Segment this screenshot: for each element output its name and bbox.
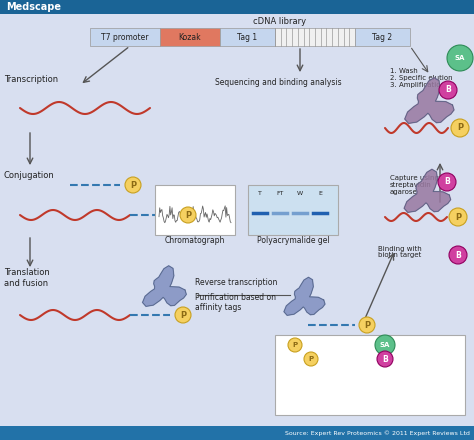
Text: Reverse transcription: Reverse transcription bbox=[195, 278, 277, 287]
Text: SA: SA bbox=[455, 55, 465, 61]
Circle shape bbox=[288, 338, 302, 352]
Text: Binding with
biotin target: Binding with biotin target bbox=[378, 246, 422, 258]
Circle shape bbox=[359, 317, 375, 333]
Circle shape bbox=[449, 208, 467, 226]
Bar bbox=[275, 335, 465, 415]
Text: Kozak: Kozak bbox=[179, 33, 201, 41]
Text: P: P bbox=[185, 210, 191, 220]
Text: B: B bbox=[444, 177, 450, 187]
Circle shape bbox=[438, 173, 456, 191]
Bar bbox=[220, 28, 275, 46]
Text: Capture using
streptavidin
agarose: Capture using streptavidin agarose bbox=[390, 175, 439, 195]
Polygon shape bbox=[143, 266, 186, 306]
Text: Tag 2: Tag 2 bbox=[373, 33, 392, 41]
Bar bbox=[160, 28, 220, 46]
Text: Translation
and fusion: Translation and fusion bbox=[4, 268, 50, 288]
Text: E: E bbox=[318, 191, 322, 196]
Text: 1. Wash
2. Specific elution
3. Amplification: 1. Wash 2. Specific elution 3. Amplifica… bbox=[390, 68, 453, 88]
Circle shape bbox=[451, 119, 469, 137]
Bar bbox=[90, 28, 160, 46]
Text: DNA puromycin
linker: DNA puromycin linker bbox=[317, 352, 372, 366]
Text: Tag 1: Tag 1 bbox=[237, 33, 257, 41]
Bar bbox=[155, 185, 235, 235]
Text: Biotin target: Biotin target bbox=[407, 356, 451, 362]
Text: B: B bbox=[455, 250, 461, 260]
Text: Medscape: Medscape bbox=[6, 2, 61, 12]
Text: P: P bbox=[130, 180, 136, 190]
Text: P: P bbox=[309, 356, 314, 362]
Bar bbox=[0, 0, 474, 14]
Bar bbox=[275, 28, 355, 46]
Bar bbox=[355, 28, 410, 46]
Bar bbox=[248, 185, 338, 235]
Text: cDNA library: cDNA library bbox=[254, 17, 307, 26]
Circle shape bbox=[439, 81, 457, 99]
Text: FT: FT bbox=[276, 191, 283, 196]
Circle shape bbox=[304, 352, 318, 366]
Circle shape bbox=[125, 177, 141, 193]
Text: P: P bbox=[457, 124, 463, 132]
Text: B: B bbox=[382, 355, 388, 363]
Text: Sequencing and binding analysis: Sequencing and binding analysis bbox=[215, 78, 342, 87]
Text: T7 promoter: T7 promoter bbox=[101, 33, 149, 41]
Polygon shape bbox=[284, 277, 325, 315]
Circle shape bbox=[449, 246, 467, 264]
Text: P: P bbox=[364, 320, 370, 330]
Circle shape bbox=[180, 207, 196, 223]
Bar bbox=[0, 426, 474, 440]
Text: Purification based on
affinity tags: Purification based on affinity tags bbox=[195, 293, 276, 312]
Text: B: B bbox=[445, 85, 451, 95]
Text: W: W bbox=[297, 191, 303, 196]
Polygon shape bbox=[404, 169, 451, 213]
Text: Chromatograph: Chromatograph bbox=[165, 236, 225, 245]
Text: T: T bbox=[258, 191, 262, 196]
Text: Transcription: Transcription bbox=[4, 76, 58, 84]
Text: SA: SA bbox=[380, 342, 390, 348]
Text: Polyacrymalide gel: Polyacrymalide gel bbox=[257, 236, 329, 245]
Polygon shape bbox=[405, 78, 454, 123]
Text: RNA: RNA bbox=[317, 370, 332, 376]
Circle shape bbox=[375, 335, 395, 355]
Text: P: P bbox=[455, 213, 461, 221]
Text: Streptavidin
agarose: Streptavidin agarose bbox=[409, 338, 452, 352]
Circle shape bbox=[447, 45, 473, 71]
Circle shape bbox=[175, 307, 191, 323]
Text: Conjugation: Conjugation bbox=[4, 170, 55, 180]
Text: Puromycin: Puromycin bbox=[317, 342, 354, 348]
Circle shape bbox=[377, 351, 393, 367]
Text: P: P bbox=[292, 342, 298, 348]
Text: P: P bbox=[180, 311, 186, 319]
Text: Source: Expert Rev Proteomics © 2011 Expert Reviews Ltd: Source: Expert Rev Proteomics © 2011 Exp… bbox=[285, 430, 470, 436]
